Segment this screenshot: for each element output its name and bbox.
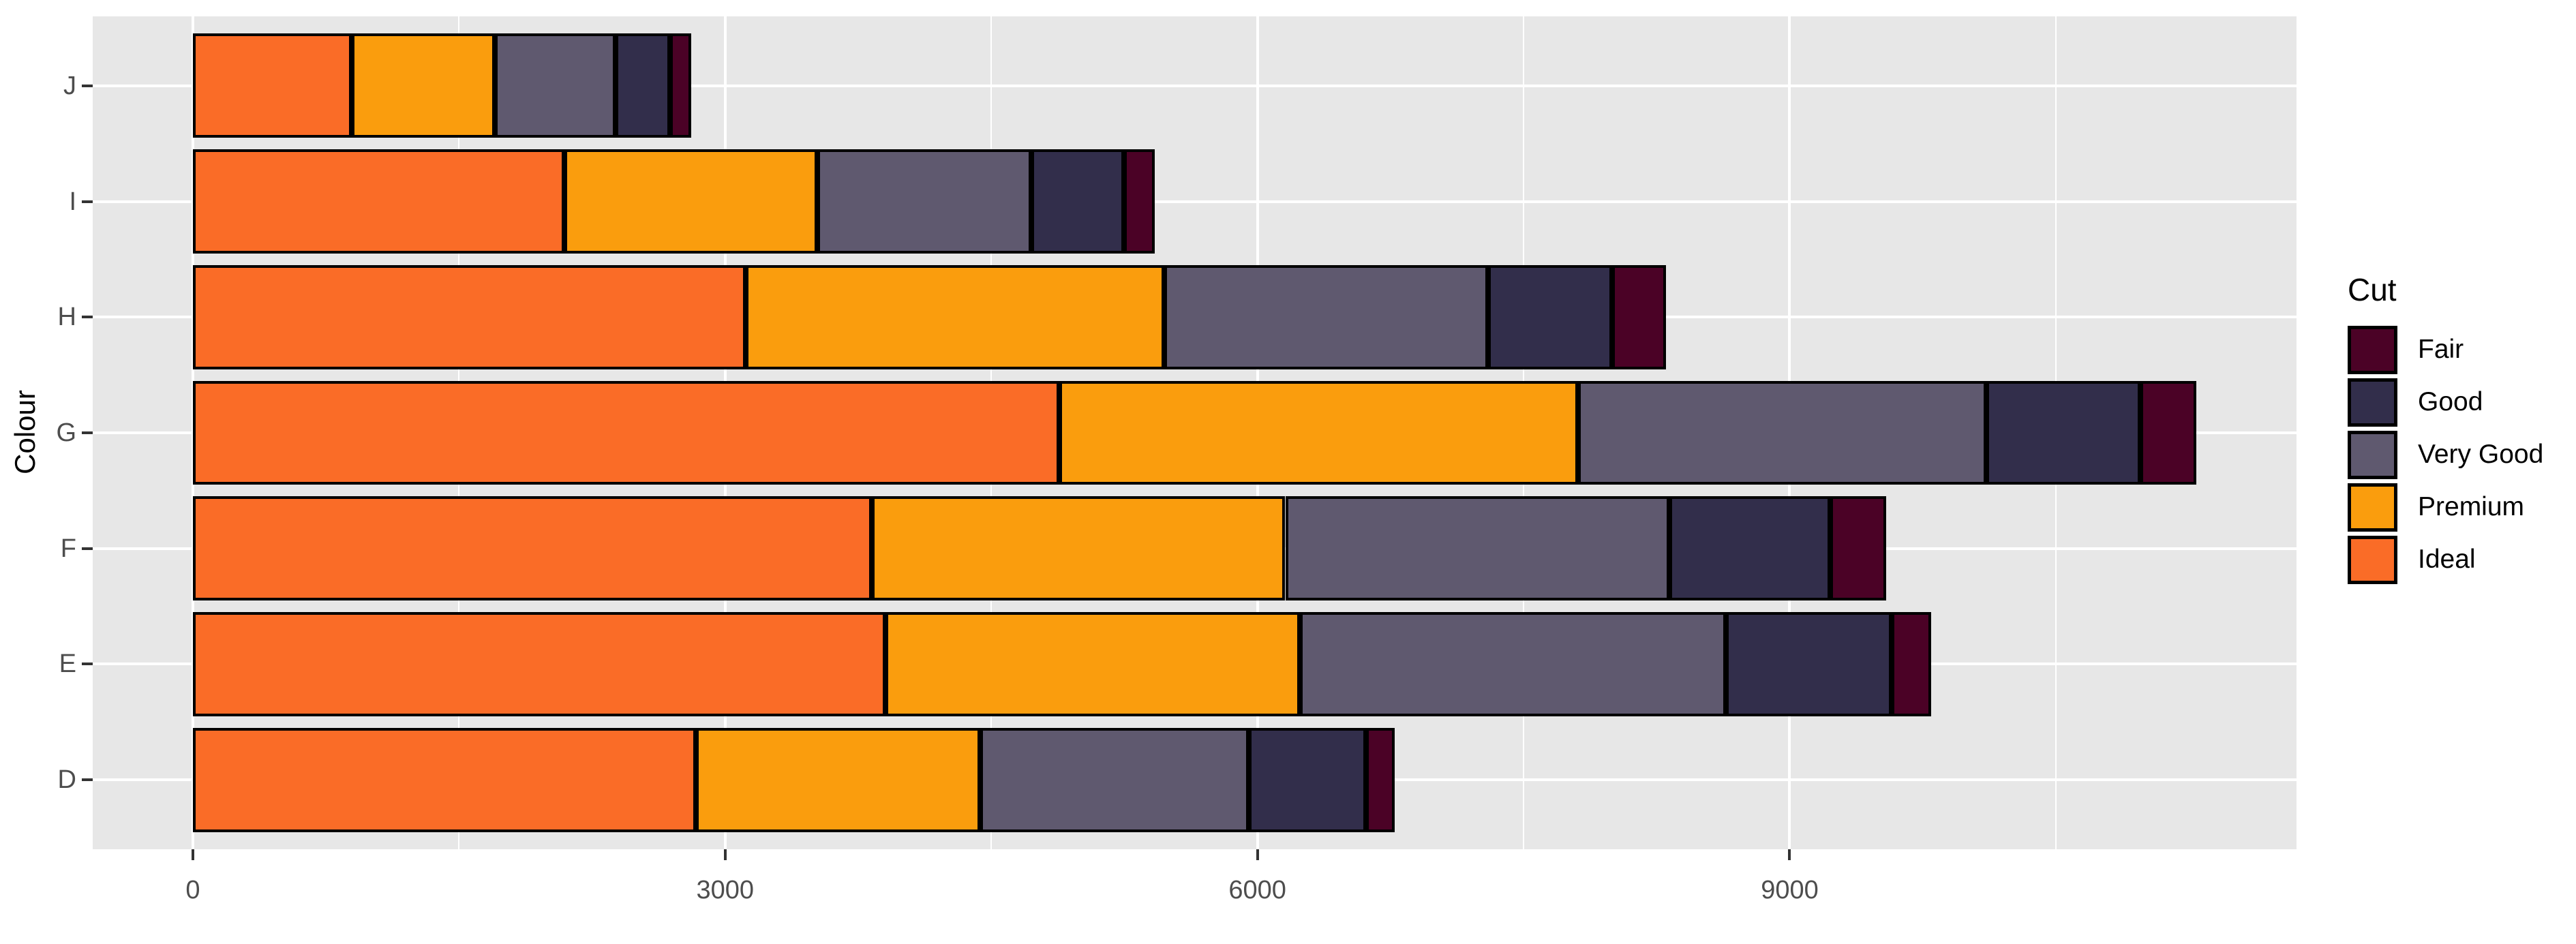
bar-i-good: [1031, 149, 1124, 254]
bar-e-good: [1725, 612, 1892, 716]
bar-i-fair: [1123, 149, 1155, 254]
bar-f-very-good: [1285, 496, 1669, 601]
y-tick-label-g: G: [56, 418, 76, 447]
legend-items: Fair Good Very Good Premium Ideal: [2348, 326, 2543, 584]
x-tick-label-6000: 6000: [1228, 876, 1286, 904]
legend-item-fair: Fair: [2348, 326, 2543, 374]
x-tick-mark-3000: [723, 849, 727, 860]
bar-h-premium: [745, 264, 1164, 369]
legend-swatch-very-good: [2348, 431, 2397, 479]
bar-g-very-good: [1578, 380, 1986, 485]
x-tick-mark-0: [191, 849, 194, 860]
y-tick-mark-e: [82, 663, 93, 666]
legend-swatch-premium: [2348, 483, 2397, 532]
legend-swatch-good: [2348, 378, 2397, 427]
bar-j-good: [615, 33, 670, 138]
y-tick-label-i: I: [69, 187, 76, 216]
legend-title: Cut: [2348, 272, 2397, 307]
bar-h-fair: [1612, 264, 1667, 369]
y-tick-label-d: D: [57, 765, 76, 795]
legend-label-very-good: Very Good: [2418, 440, 2544, 470]
y-tick-label-f: F: [60, 534, 76, 563]
bar-d-good: [1248, 727, 1366, 832]
legend-item-good: Good: [2348, 378, 2543, 427]
bar-g-premium: [1059, 380, 1579, 485]
y-tick-mark-h: [82, 316, 93, 319]
bar-f-premium: [871, 496, 1286, 601]
bar-g-fair: [2140, 380, 2197, 485]
x-tick-mark-9000: [1788, 849, 1791, 860]
legend-label-fair: Fair: [2418, 335, 2464, 365]
y-tick-label-j: J: [63, 71, 76, 100]
y-gridline-major: [93, 84, 2297, 87]
x-tick-label-9000: 9000: [1761, 876, 1819, 904]
bar-e-ideal: [192, 612, 885, 716]
bar-d-fair: [1365, 727, 1395, 832]
y-tick-mark-j: [82, 84, 93, 87]
y-tick-mark-f: [82, 547, 93, 550]
y-tick-mark-i: [82, 200, 93, 203]
legend-swatch-ideal: [2348, 536, 2397, 584]
x-tick-mark-6000: [1256, 849, 1259, 860]
legend-label-good: Good: [2418, 387, 2483, 417]
bar-i-ideal: [192, 149, 564, 254]
y-tick-mark-g: [82, 431, 93, 434]
legend: Cut Fair Good Very Good Premium Ideal: [2330, 271, 2543, 588]
bar-j-premium: [352, 33, 496, 138]
legend-swatch-fair: [2348, 326, 2397, 374]
bar-d-premium: [695, 727, 980, 832]
legend-label-ideal: Ideal: [2418, 545, 2476, 575]
bar-g-good: [1986, 380, 2141, 485]
bar-i-very-good: [817, 149, 1031, 254]
x-tick-label-0: 0: [185, 876, 200, 904]
bar-h-ideal: [192, 264, 746, 369]
legend-item-premium: Premium: [2348, 483, 2543, 532]
legend-item-very-good: Very Good: [2348, 431, 2543, 479]
bar-f-ideal: [192, 496, 872, 601]
legend-label-premium: Premium: [2418, 492, 2525, 522]
bar-d-very-good: [980, 727, 1249, 832]
y-tick-label-h: H: [57, 303, 76, 332]
bar-e-very-good: [1300, 612, 1726, 716]
bar-g-ideal: [192, 380, 1060, 485]
bar-j-fair: [669, 33, 691, 138]
bar-f-good: [1669, 496, 1831, 601]
y-tick-label-e: E: [59, 650, 76, 679]
bar-h-good: [1487, 264, 1613, 369]
y-tick-mark-d: [82, 778, 93, 782]
legend-item-ideal: Ideal: [2348, 536, 2543, 584]
y-gridline-major: [93, 200, 2297, 203]
bar-f-fair: [1830, 496, 1886, 601]
bar-e-premium: [885, 612, 1301, 716]
bar-j-ideal: [192, 33, 352, 138]
bar-j-very-good: [495, 33, 616, 138]
bar-d-ideal: [192, 727, 696, 832]
x-tick-label-3000: 3000: [696, 876, 755, 904]
bar-i-premium: [564, 149, 818, 254]
bar-e-fair: [1891, 612, 1931, 716]
bar-h-very-good: [1164, 264, 1488, 369]
